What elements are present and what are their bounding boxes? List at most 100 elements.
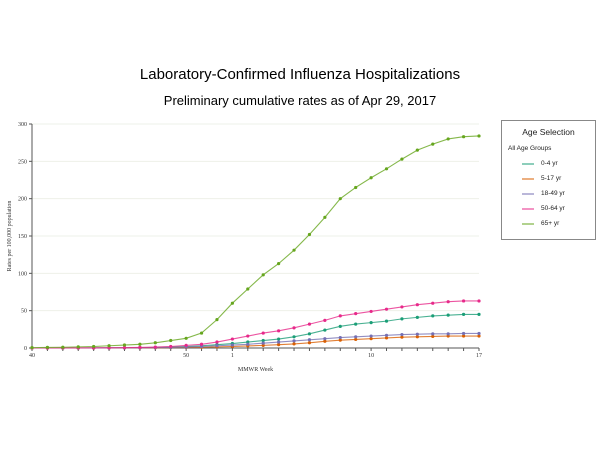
data-point — [215, 344, 219, 348]
data-point — [261, 343, 265, 347]
data-point — [76, 345, 80, 349]
data-point — [199, 331, 204, 335]
data-point — [215, 340, 219, 344]
data-point — [246, 334, 250, 338]
legend-item[interactable]: 65+ yr — [522, 220, 595, 227]
data-point — [307, 341, 312, 345]
data-point — [338, 335, 342, 340]
data-point — [477, 312, 481, 316]
y-tick-label: 300 — [18, 122, 27, 128]
data-point — [384, 307, 389, 311]
data-point — [477, 331, 481, 336]
data-point — [446, 300, 450, 304]
data-point — [354, 322, 358, 326]
legend-item[interactable]: 18-49 yr — [522, 190, 595, 197]
data-point — [400, 157, 404, 161]
data-point — [153, 341, 157, 345]
data-point — [338, 314, 342, 318]
legend-all-groups[interactable]: All Age Groups — [508, 145, 552, 152]
data-point — [246, 287, 250, 291]
y-axis-label: Rates per 100,000 population — [7, 201, 13, 272]
data-point — [446, 332, 450, 336]
data-point — [477, 134, 481, 138]
data-point — [230, 301, 234, 305]
data-point — [292, 339, 296, 343]
data-point — [338, 324, 342, 328]
data-point — [415, 303, 419, 307]
data-point — [369, 337, 373, 341]
data-point — [138, 342, 142, 346]
data-point — [477, 334, 481, 338]
data-point — [369, 176, 373, 180]
x-tick-label: 1 — [231, 353, 234, 359]
legend: Age Selection All Age Groups 0-4 yr 5-17 … — [501, 120, 596, 240]
y-tick-label: 250 — [18, 159, 27, 165]
data-point — [30, 346, 34, 350]
data-point — [307, 322, 312, 326]
data-point — [261, 341, 265, 345]
data-point — [431, 314, 435, 318]
data-point — [369, 309, 373, 314]
data-point — [384, 167, 389, 171]
data-point — [292, 248, 296, 252]
data-point — [461, 312, 466, 316]
legend-label: 5-17 yr — [541, 175, 562, 182]
data-point — [184, 336, 188, 340]
data-point — [338, 197, 342, 201]
data-point — [354, 312, 358, 316]
legend-item[interactable]: 5-17 yr — [522, 175, 595, 182]
data-point — [261, 273, 265, 277]
data-point — [199, 344, 204, 349]
legend-item[interactable]: 0-4 yr — [522, 160, 595, 167]
data-point — [292, 326, 296, 330]
data-point — [446, 137, 450, 141]
data-point — [415, 332, 419, 336]
y-tick-label: 100 — [18, 271, 27, 277]
legend-label: 50-64 yr — [541, 205, 565, 212]
data-point — [369, 334, 373, 338]
data-point — [292, 335, 296, 339]
data-point — [292, 342, 296, 346]
data-point — [92, 344, 96, 349]
data-point — [384, 336, 389, 340]
legend-item[interactable]: 50-64 yr — [522, 205, 595, 212]
data-point — [307, 332, 312, 336]
data-point — [307, 338, 312, 342]
data-point — [246, 340, 250, 344]
data-point — [277, 262, 281, 266]
data-point — [277, 337, 281, 341]
data-point — [384, 333, 389, 337]
data-point — [338, 338, 342, 342]
data-point — [230, 343, 234, 347]
legend-swatch — [522, 162, 534, 165]
data-point — [246, 342, 250, 346]
data-point — [431, 301, 435, 305]
data-point — [307, 232, 312, 237]
data-point — [261, 338, 265, 343]
data-point — [415, 335, 419, 339]
data-point — [323, 328, 327, 332]
data-point — [277, 343, 281, 347]
data-point — [446, 313, 450, 317]
y-tick-label: 50 — [21, 309, 27, 315]
data-point — [277, 329, 281, 333]
data-point — [354, 335, 358, 339]
x-tick-label: 50 — [183, 353, 189, 359]
data-point — [122, 343, 127, 347]
data-point — [477, 299, 481, 303]
series-line-0-4-yr — [32, 313, 479, 349]
chart-title: Laboratory-Confirmed Influenza Hospitali… — [139, 66, 461, 83]
legend-swatch — [522, 192, 534, 195]
legend-label: 65+ yr — [541, 220, 560, 227]
data-point — [61, 345, 65, 349]
data-point — [199, 342, 204, 346]
data-point — [169, 338, 173, 343]
data-point — [400, 332, 404, 337]
data-point — [354, 185, 358, 190]
data-point — [215, 318, 219, 322]
data-point — [461, 334, 466, 338]
y-tick-label: 200 — [18, 197, 27, 203]
data-point — [384, 319, 389, 323]
